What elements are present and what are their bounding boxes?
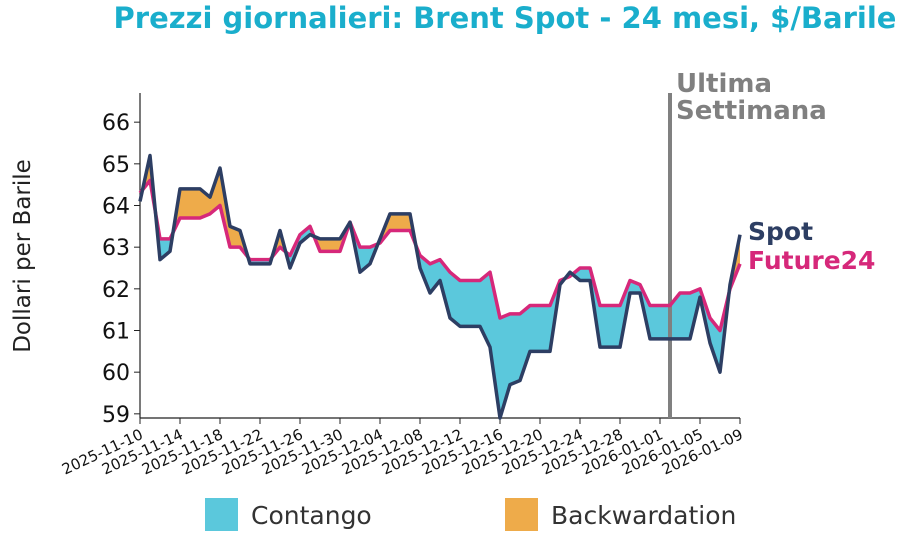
contango-fill (680, 293, 690, 339)
legend-swatch (505, 498, 538, 531)
y-tick-label: 64 (102, 195, 130, 220)
backwardation-fill (320, 238, 330, 252)
series-line (138, 153, 742, 420)
legend-label: Backwardation (551, 501, 736, 530)
contango-fill (660, 305, 670, 339)
contango-fill (510, 313, 520, 385)
contango-fill (450, 272, 460, 327)
contango-fill (160, 238, 170, 260)
series-label: Future24 (748, 246, 875, 275)
annotation-text: Ultima (676, 69, 772, 99)
backwardation-fill (180, 188, 190, 218)
backwardation-fill (400, 213, 410, 231)
backwardation-fill (190, 188, 200, 218)
contango-fill (530, 305, 540, 352)
chart-title: Prezzi giornalieri: Brent Spot - 24 mesi… (114, 1, 897, 35)
backwardation-fill (330, 238, 340, 252)
contango-fill (520, 305, 530, 381)
backwardation-fill (390, 213, 400, 231)
contango-fill (460, 280, 470, 327)
annotation-text: Settimana (676, 96, 827, 126)
contango-fill (540, 305, 550, 352)
y-tick-label: 61 (102, 320, 130, 345)
contango-fill (710, 318, 720, 373)
contango-fill (470, 280, 480, 327)
y-tick-label: 60 (102, 361, 130, 386)
contango-fill (650, 305, 660, 339)
contango-fill (580, 268, 590, 281)
series-label: Spot (748, 217, 813, 246)
backwardation-fill (230, 226, 240, 248)
y-axis-label: Dollari per Barile (10, 159, 36, 353)
y-tick-label: 62 (102, 278, 130, 303)
y-tick-label: 63 (102, 236, 130, 261)
series-line (138, 178, 742, 333)
contango-fill (610, 305, 620, 348)
legend-swatch (205, 498, 238, 531)
y-tick-label: 65 (102, 153, 130, 178)
contango-fill (430, 259, 440, 293)
y-tick-label: 66 (102, 111, 130, 136)
y-tick-label: 59 (102, 403, 130, 428)
contango-fill (600, 305, 610, 348)
legend-label: Contango (251, 501, 372, 530)
